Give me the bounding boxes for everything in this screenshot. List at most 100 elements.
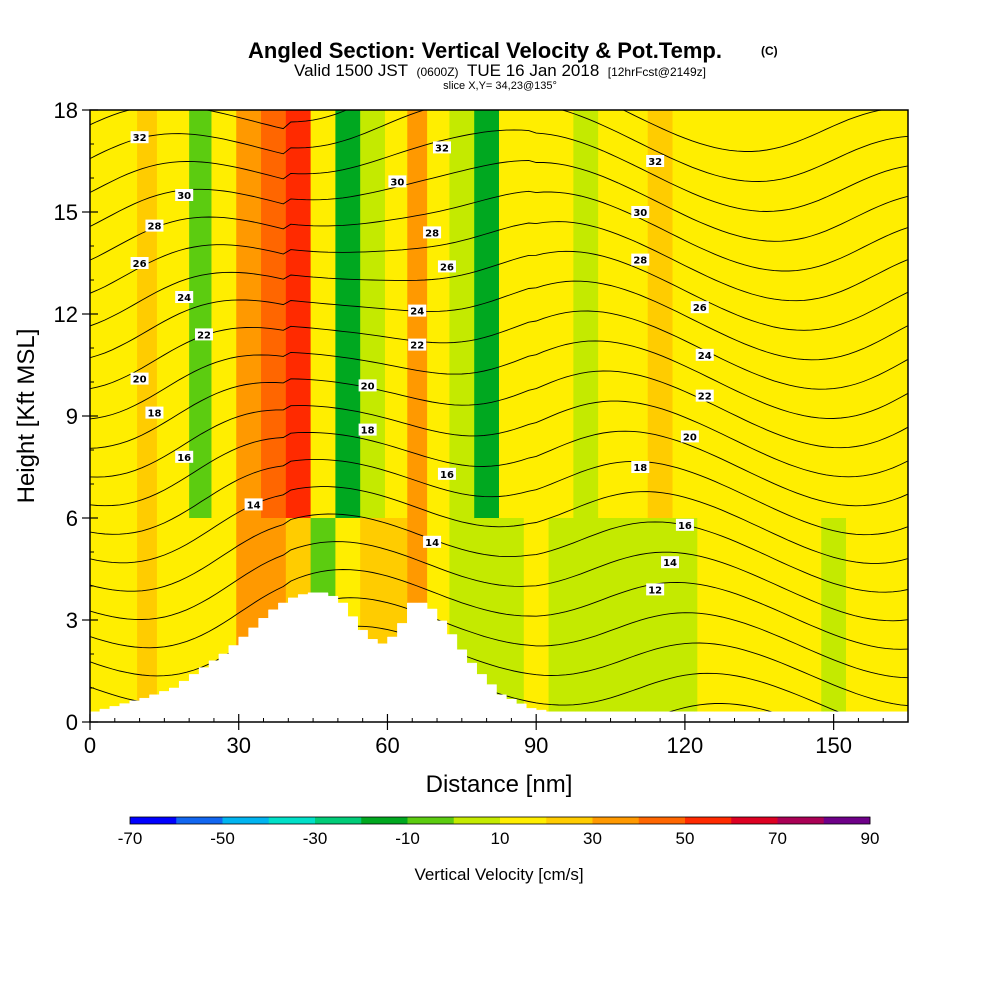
contour-label-text: 14 <box>247 500 261 511</box>
contour-label-text: 26 <box>693 303 707 314</box>
contour-label: 18 <box>145 406 164 420</box>
vv-cell <box>598 518 624 722</box>
vv-cell <box>647 110 674 519</box>
vv-cell <box>499 518 525 722</box>
isentrope-23 <box>90 370 908 449</box>
vv-cell <box>310 110 336 519</box>
colorbar-swatch <box>592 817 640 824</box>
vv-cell <box>107 110 138 519</box>
contour-label: 26 <box>130 257 149 270</box>
contour-label: 26 <box>437 260 456 273</box>
contour-label-bg <box>423 535 442 548</box>
y-tick-label: 15 <box>54 200 78 225</box>
vv-cell <box>672 518 698 722</box>
x-axis: 0 30 60 90 120 150 <box>84 714 884 758</box>
contour-label-bg <box>432 141 451 154</box>
vv-cell <box>523 518 550 722</box>
chart-title: Angled Section: Vertical Velocity & Pot.… <box>248 38 722 63</box>
contour-label-bg <box>631 461 650 473</box>
x-tick-label: 30 <box>226 733 250 758</box>
y-tick-label: 18 <box>54 98 78 123</box>
colorbar-swatch <box>268 817 316 824</box>
vv-cell <box>846 518 872 722</box>
contour-label-text: 32 <box>133 133 147 144</box>
colorbar-tick-label: 70 <box>768 829 787 848</box>
chart-title-suffix: (C) <box>761 44 778 58</box>
vv-cell <box>384 110 408 519</box>
colorbar-swatch <box>315 817 362 824</box>
vv-cell <box>870 110 897 519</box>
colorbar-swatch <box>546 817 593 824</box>
vv-cell <box>156 110 173 519</box>
vv-cell <box>171 518 190 722</box>
contour-label-bg <box>145 219 164 232</box>
vv-cell <box>137 110 158 519</box>
contour-label-bg <box>175 291 194 303</box>
contour-label-text: 24 <box>410 307 424 318</box>
contour-label-bg <box>631 206 650 218</box>
colorbar-swatch <box>638 817 686 824</box>
contour-label-text: 18 <box>361 426 375 437</box>
vv-cell <box>746 110 773 519</box>
vv-cell <box>598 110 624 519</box>
slice-info: slice X,Y= 34,23@135° <box>443 80 557 92</box>
contour-label-text: 16 <box>678 521 692 532</box>
contour-label-text: 30 <box>633 208 647 219</box>
colorbar-tick-label: 50 <box>676 829 695 848</box>
contour-label-bg <box>358 379 377 392</box>
contour-label-text: 22 <box>197 330 211 341</box>
vv-cell <box>261 110 287 519</box>
vv-cell <box>360 110 386 519</box>
contour-label: 20 <box>130 372 149 386</box>
colorbar-swatch <box>130 817 177 824</box>
contour-label: 22 <box>195 328 214 341</box>
contour-label-bg <box>646 583 665 596</box>
contour-label: 30 <box>175 189 194 202</box>
vv-cell <box>189 110 213 519</box>
isentrope-28 <box>90 221 908 302</box>
colorbar-label: Vertical Velocity [cm/s] <box>414 865 583 884</box>
contour-label: 28 <box>631 253 650 267</box>
vv-cell <box>622 518 649 722</box>
vv-cell <box>548 518 574 722</box>
contour-label-text: 12 <box>648 585 662 596</box>
colorbar-swatch <box>361 817 408 824</box>
contour-label: 32 <box>130 131 149 144</box>
isentrope-18 <box>90 513 908 593</box>
isentrope-22 <box>90 400 908 478</box>
contour-label-bg <box>646 155 665 167</box>
colorbar-swatch <box>685 817 732 824</box>
x-tick-label: 90 <box>524 733 548 758</box>
contour-label: 28 <box>423 226 442 239</box>
y-axis: 0 3 6 9 12 15 18 <box>54 98 98 735</box>
colorbar: -70 -50 -30 -10 10 30 50 70 90 <box>118 816 879 848</box>
contour-label-bg <box>175 189 194 201</box>
contour-label-text: 20 <box>133 375 147 386</box>
contour-label-text: 22 <box>698 392 712 403</box>
isentrope-33 <box>90 110 885 152</box>
contour-label: 24 <box>695 348 714 362</box>
vv-cell <box>449 110 475 519</box>
contour-label-text: 30 <box>390 177 404 188</box>
contour-label-text: 18 <box>147 409 161 420</box>
isentrope-21 <box>90 430 908 507</box>
contour-label: 20 <box>358 379 377 392</box>
contour-label: 14 <box>244 498 263 511</box>
vv-cell <box>171 110 190 519</box>
contour-label: 26 <box>690 301 709 314</box>
y-tick-label: 0 <box>66 710 78 735</box>
contour-label-bg <box>130 372 149 385</box>
contour-label-text: 32 <box>435 143 449 154</box>
contour-label: 30 <box>631 206 650 219</box>
x-tick-label: 150 <box>815 733 852 758</box>
colorbar-tick-label: -70 <box>118 829 143 848</box>
colorbar-frame <box>129 816 871 825</box>
contour-label: 22 <box>695 389 714 403</box>
contour-label: 32 <box>646 155 665 168</box>
contour-label-text: 14 <box>425 538 439 549</box>
contour-label: 16 <box>437 467 456 481</box>
vv-cell <box>771 110 798 519</box>
vv-cell <box>647 518 674 722</box>
vertical-velocity-fill <box>90 110 908 722</box>
y-tick-label: 12 <box>54 302 78 327</box>
